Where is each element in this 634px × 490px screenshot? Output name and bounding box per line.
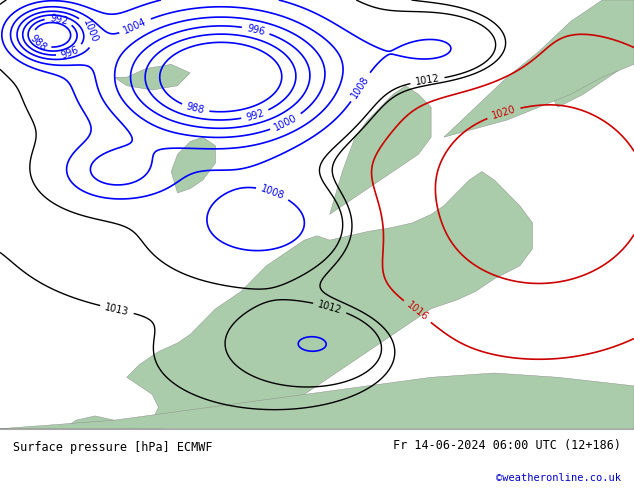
Text: Surface pressure [hPa] ECMWF: Surface pressure [hPa] ECMWF — [13, 441, 212, 454]
Text: 992: 992 — [245, 107, 266, 122]
Text: 996: 996 — [246, 23, 266, 37]
Text: 1008: 1008 — [259, 183, 286, 201]
Text: ©weatheronline.co.uk: ©weatheronline.co.uk — [496, 473, 621, 483]
Text: 1000: 1000 — [81, 18, 100, 45]
Polygon shape — [0, 172, 533, 429]
Polygon shape — [114, 64, 190, 90]
Polygon shape — [444, 0, 634, 137]
Text: 1012: 1012 — [415, 74, 441, 87]
Polygon shape — [171, 137, 216, 193]
Polygon shape — [330, 86, 431, 215]
Polygon shape — [0, 373, 634, 429]
Text: 992: 992 — [49, 13, 69, 26]
Text: 1020: 1020 — [491, 104, 517, 121]
Text: 1016: 1016 — [404, 300, 430, 323]
Polygon shape — [545, 0, 634, 107]
Text: 988: 988 — [28, 33, 48, 52]
Text: 1004: 1004 — [122, 16, 148, 35]
Text: 988: 988 — [185, 101, 205, 116]
Text: 1013: 1013 — [104, 302, 130, 317]
Text: 1000: 1000 — [273, 113, 299, 133]
Text: 1008: 1008 — [349, 74, 372, 100]
Text: Fr 14-06-2024 06:00 UTC (12+186): Fr 14-06-2024 06:00 UTC (12+186) — [393, 440, 621, 452]
Text: 1012: 1012 — [317, 299, 343, 316]
Text: 996: 996 — [60, 44, 81, 60]
